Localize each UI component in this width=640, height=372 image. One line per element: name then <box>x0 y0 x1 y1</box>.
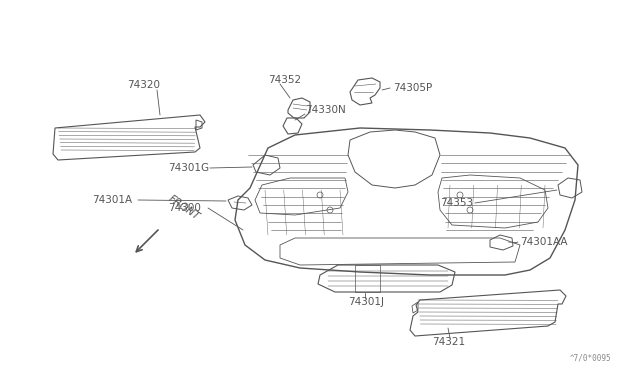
Text: 74305P: 74305P <box>393 83 432 93</box>
Text: 74301AA: 74301AA <box>520 237 568 247</box>
Text: 74320: 74320 <box>127 80 160 90</box>
Text: 74353: 74353 <box>440 198 473 208</box>
Text: 74301J: 74301J <box>348 297 384 307</box>
Text: 74301G: 74301G <box>168 163 209 173</box>
Text: 74321: 74321 <box>432 337 465 347</box>
Text: 74301A: 74301A <box>92 195 132 205</box>
Text: 74352: 74352 <box>268 75 301 85</box>
Text: 74300: 74300 <box>168 203 201 213</box>
Text: ^7/0*0095: ^7/0*0095 <box>570 353 612 362</box>
Text: 74330N: 74330N <box>305 105 346 115</box>
Text: FRONT: FRONT <box>167 193 202 222</box>
